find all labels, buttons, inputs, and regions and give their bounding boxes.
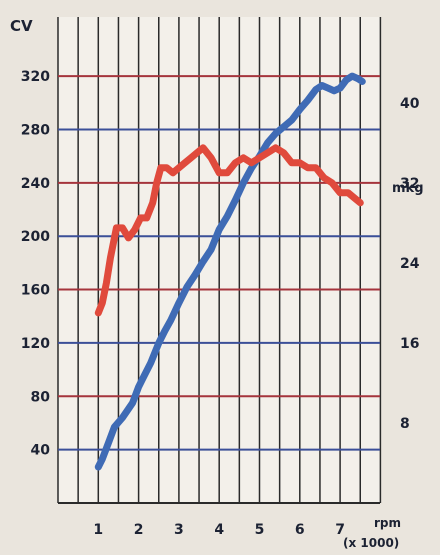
y-left-tick-label: 200 [21, 229, 50, 245]
torque-curve-line [94, 144, 364, 317]
y-right-tick-label: 16 [400, 336, 419, 352]
y-left-tick-label: 80 [31, 389, 51, 405]
x-tick-labels: 1 2 3 4 5 6 7 [93, 522, 345, 538]
y-right-tick-label: 8 [400, 416, 410, 432]
x-unit-label: rpm [374, 516, 401, 530]
x-tick-label: 2 [134, 522, 144, 538]
y-left-tick-label: 280 [21, 122, 50, 138]
y-right-tick-label: 32 [400, 176, 419, 192]
y-left-tick-labels: 40 80 120 160 200 240 280 320 [21, 69, 50, 459]
y-left-tick-label: 120 [21, 336, 50, 352]
y-right-unit-label: mkg [392, 181, 424, 196]
x-tick-label: 5 [255, 522, 265, 538]
x-tick-label: 6 [295, 522, 305, 538]
horizontal-grid [58, 75, 380, 504]
x-tick-label: 7 [335, 522, 345, 538]
y-left-unit-label: CV [10, 17, 33, 35]
x-tick-label: 1 [93, 522, 103, 538]
x-unit-multiplier-label: (x 1000) [343, 536, 399, 550]
y-left-tick-label: 160 [21, 283, 50, 299]
y-right-tick-label: 24 [400, 256, 420, 272]
y-right-tick-label: 40 [400, 96, 420, 112]
power-curve-line [94, 72, 366, 471]
y-left-tick-label: 320 [21, 69, 50, 85]
vertical-grid [57, 17, 382, 503]
y-left-tick-label: 240 [21, 176, 50, 192]
y-right-tick-labels: 8 16 24 32 40 [400, 96, 420, 432]
y-left-tick-label: 40 [31, 443, 51, 459]
x-tick-label: 3 [174, 522, 184, 538]
x-tick-label: 4 [214, 522, 224, 538]
